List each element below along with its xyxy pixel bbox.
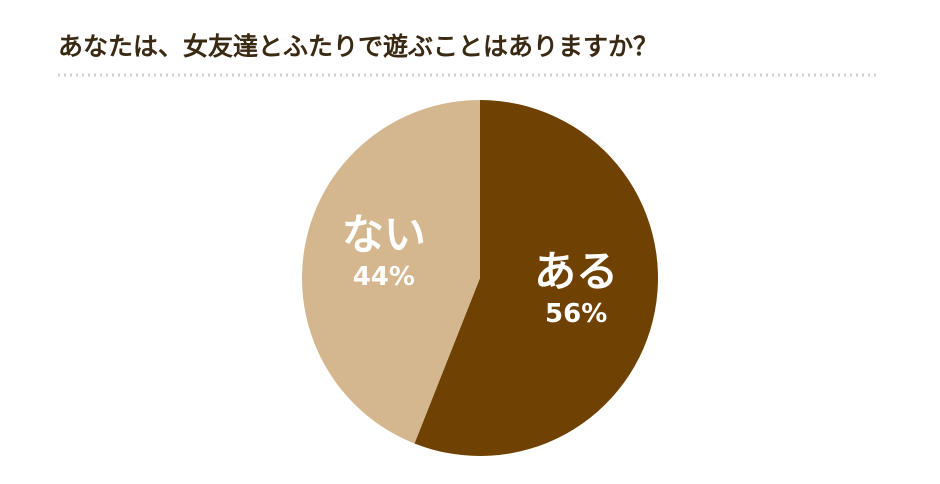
- value-label: 44%: [353, 262, 415, 292]
- value-label: 56%: [545, 299, 607, 329]
- pie-slice: [302, 100, 480, 444]
- slice-label: ない: [342, 210, 426, 259]
- chart-title: あなたは、女友達とふたりで遊ぶことはありますか？: [58, 32, 658, 61]
- pie-slice: [414, 100, 658, 456]
- slice-label: ある: [534, 247, 618, 296]
